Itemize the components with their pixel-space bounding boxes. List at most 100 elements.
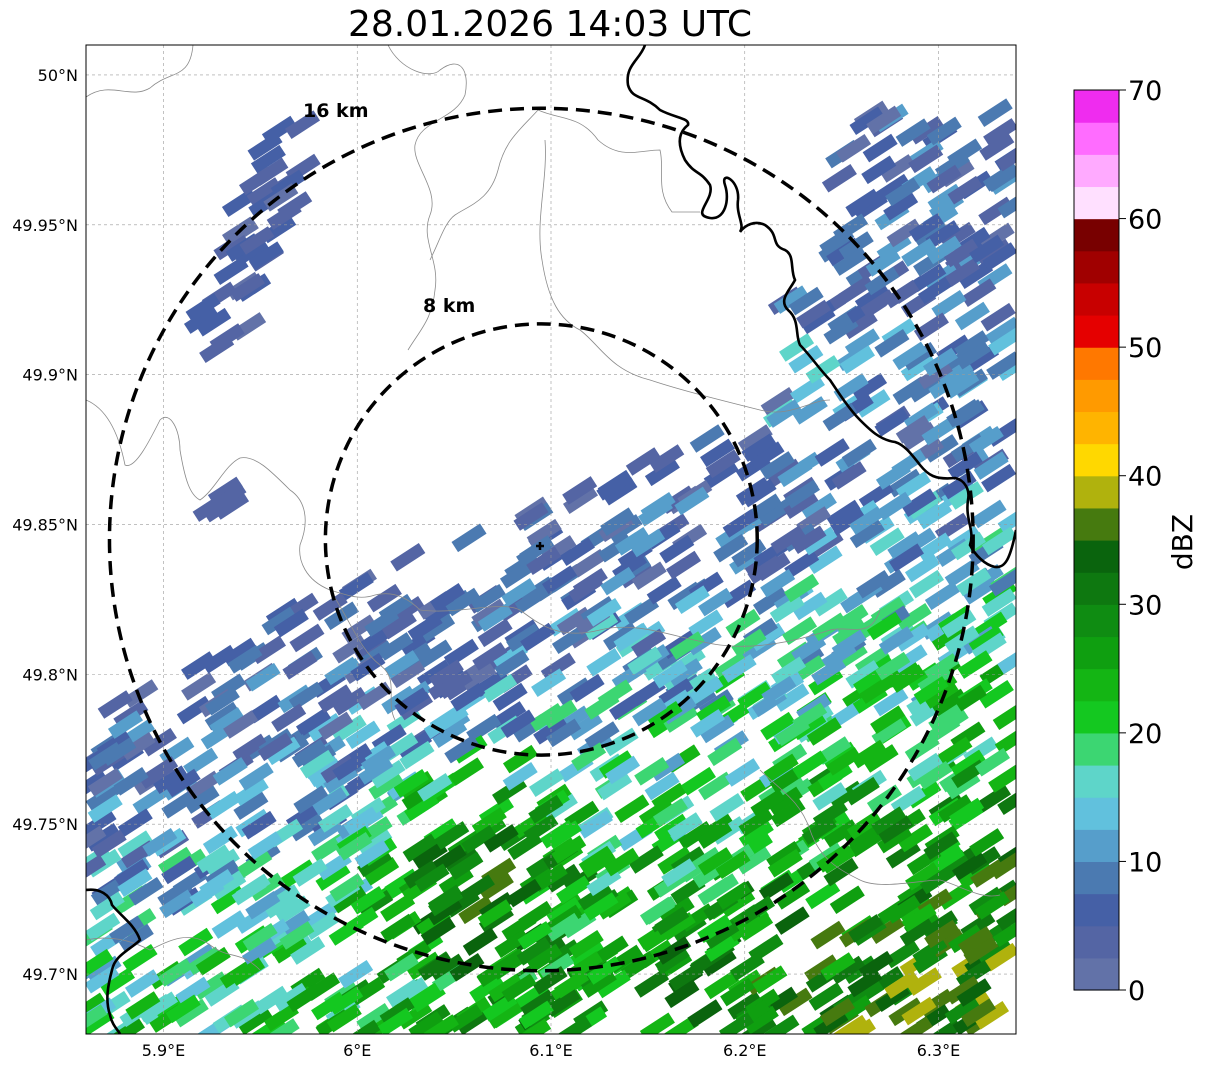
national-border-line	[86, 888, 142, 1034]
reflectivity-cell	[584, 721, 620, 750]
reflectivity-cell	[973, 1001, 1010, 1030]
reflectivity-cell	[924, 919, 960, 949]
colorbar-segment	[1074, 700, 1119, 734]
reflectivity-cell	[969, 828, 1005, 857]
reflectivity-cell	[502, 744, 539, 774]
reflectivity-cell	[652, 798, 689, 827]
reflectivity-cell	[159, 889, 195, 919]
reflectivity-cell	[701, 948, 737, 977]
reflectivity-cell	[997, 645, 1016, 675]
reflectivity-cell	[434, 821, 470, 850]
reflectivity-cell	[704, 920, 740, 949]
colorbar-segment	[1074, 315, 1119, 348]
reflectivity-cell	[165, 768, 201, 798]
reflectivity-cell	[705, 449, 741, 479]
reflectivity-cell	[345, 720, 381, 750]
reflectivity-cell	[874, 408, 910, 437]
reflectivity-cell	[86, 912, 121, 942]
reflectivity-cell	[654, 906, 690, 936]
reflectivity-cell	[523, 813, 559, 843]
colorbar-tick-label: 20	[1128, 719, 1162, 750]
reflectivity-cell	[117, 830, 153, 859]
reflectivity-cell	[551, 625, 587, 654]
lon-tick-label: 6°E	[343, 1041, 371, 1060]
reflectivity-cell	[900, 352, 936, 382]
colorbar-segment	[1074, 540, 1119, 573]
reflectivity-cell	[663, 1015, 699, 1034]
reflectivity-cell	[271, 703, 307, 733]
reflectivity-cell	[317, 804, 353, 833]
colorbar-segment	[1074, 122, 1119, 155]
reflectivity-cell	[949, 797, 985, 827]
reflectivity-cell	[888, 543, 924, 572]
reflectivity-cell	[181, 651, 217, 680]
reflectivity-cell	[211, 482, 247, 511]
colorbar-segment	[1074, 218, 1119, 252]
reflectivity-cell	[926, 235, 962, 265]
reflectivity-cell	[951, 684, 987, 714]
reflectivity-cell	[995, 902, 1016, 931]
reflectivity-cell	[769, 594, 805, 624]
reflectivity-cell	[185, 293, 221, 322]
reflectivity-cell	[235, 873, 271, 903]
reflectivity-cell	[869, 915, 905, 945]
reflectivity-cell	[851, 739, 887, 769]
reflectivity-cell	[516, 936, 552, 966]
reflectivity-cell	[178, 927, 214, 957]
reflectivity-cell	[157, 879, 193, 908]
reflectivity-cell	[337, 832, 373, 861]
reflectivity-cell	[494, 929, 530, 958]
reflectivity-cell	[831, 629, 867, 659]
reflectivity-cell	[142, 827, 178, 857]
reflectivity-cell	[770, 525, 806, 555]
reflectivity-cell	[86, 825, 107, 855]
admin-boundary-line	[419, 606, 881, 647]
reflectivity-cell	[527, 943, 563, 973]
reflectivity-cell	[513, 502, 549, 531]
reflectivity-cell	[107, 710, 144, 739]
reflectivity-cell	[665, 550, 702, 580]
reflectivity-cell	[874, 329, 910, 358]
reflectivity-cell	[873, 687, 909, 717]
colorbar-segment	[1074, 765, 1119, 798]
reflectivity-cell	[406, 982, 442, 1012]
reflectivity-cell	[703, 873, 739, 902]
reflectivity-cell	[238, 762, 274, 791]
reflectivity-cell	[202, 825, 238, 855]
reflectivity-cell	[393, 769, 429, 798]
reflectivity-cell	[839, 345, 876, 374]
map-title: 28.01.2026 14:03 UTC	[347, 4, 753, 45]
reflectivity-cell	[532, 863, 568, 892]
reflectivity-cell	[559, 537, 595, 567]
reflectivity-cell	[992, 701, 1016, 731]
reflectivity-cell	[211, 871, 247, 901]
reflectivity-cell	[247, 694, 283, 724]
reflectivity-cell	[764, 1014, 800, 1034]
reflectivity-cell	[332, 752, 368, 781]
reflectivity-cell	[892, 376, 928, 405]
reflectivity-cell	[317, 684, 353, 713]
colorbar-segment	[1074, 572, 1119, 605]
reflectivity-cell	[837, 995, 873, 1024]
reflectivity-cell	[458, 895, 494, 925]
reflectivity-cell	[461, 662, 497, 692]
reflectivity-cell	[634, 757, 670, 786]
reflectivity-cell	[737, 681, 773, 711]
reflectivity-cell	[725, 758, 761, 787]
reflectivity-cell	[779, 333, 815, 362]
reflectivity-cell	[430, 583, 466, 612]
reflectivity-cell	[820, 952, 856, 981]
reflectivity-cell	[849, 106, 885, 136]
reflectivity-cell	[906, 967, 942, 996]
reflectivity-cell	[370, 759, 406, 789]
reflectivity-cell	[992, 918, 1016, 948]
reflectivity-cell	[923, 262, 959, 292]
reflectivity-cell	[89, 891, 125, 921]
reflectivity-cell	[952, 851, 988, 881]
reflectivity-cell	[897, 1016, 933, 1034]
reflectivity-cell	[913, 676, 949, 705]
reflectivity-cell	[420, 613, 456, 642]
reflectivity-cell	[282, 650, 318, 680]
reflectivity-cell	[600, 566, 636, 596]
reflectivity-cell	[201, 644, 237, 674]
